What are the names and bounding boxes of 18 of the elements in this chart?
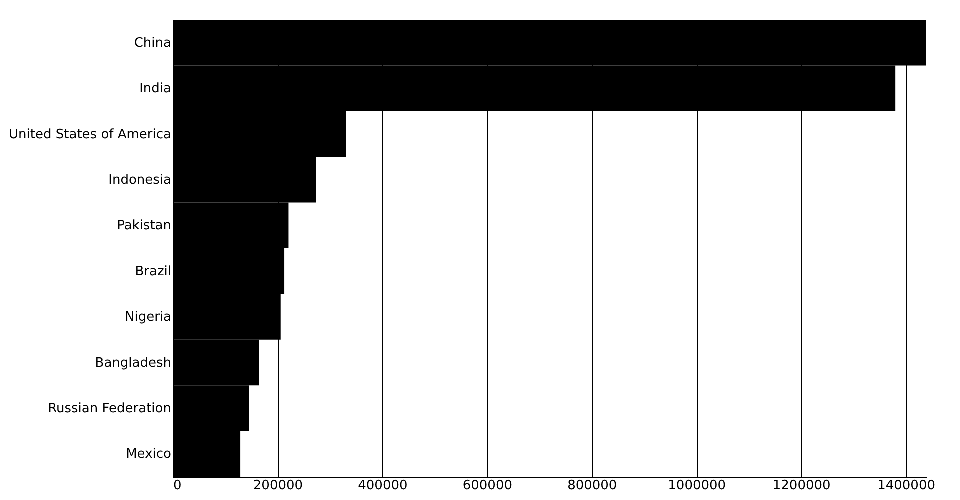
x-tick-label: 1200000 [772, 478, 831, 494]
x-tick-label: 1400000 [878, 478, 936, 494]
y-tick-label: China [134, 36, 172, 51]
y-tick-label: Pakistan [117, 218, 172, 234]
y-tick-label: India [140, 82, 172, 97]
x-tick-label: 600000 [462, 478, 512, 494]
y-tick-label: Brazil [135, 264, 172, 280]
y-tick-label: Bangladesh [95, 356, 172, 371]
y-tick-label: Nigeria [124, 310, 172, 326]
x-tick-label: 800000 [568, 478, 618, 494]
y-tick-label: United States of America [9, 127, 172, 142]
y-tick-label: Russian Federation [48, 401, 172, 416]
x-tick-label: 400000 [358, 478, 408, 494]
x-tick-label: 0 [174, 478, 182, 494]
y-tick-label: Mexico [126, 447, 172, 462]
x-tick-label: 200000 [253, 478, 304, 494]
x-tick-label: 1000000 [668, 478, 726, 494]
y-tick-label: Indonesia [108, 172, 172, 188]
